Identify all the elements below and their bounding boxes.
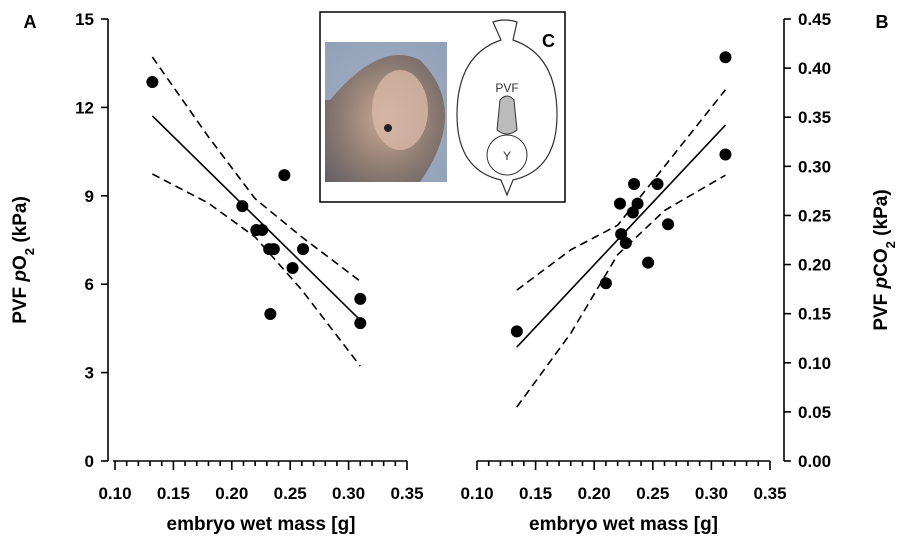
yolk-sac [486,134,528,176]
y-axis-label-part: (kPa) [10,196,31,248]
photo-eye [384,124,392,132]
y-axis-label-part: p [10,270,31,283]
y-tick-label: 0.00 [798,452,831,471]
x-tick-label: 0.30 [695,484,728,503]
photo-background [325,42,447,182]
y-tick-label: 0.20 [798,256,831,275]
data-point [278,169,291,182]
y-tick-label: 0.35 [798,108,831,127]
panel-label: C [542,31,555,51]
y-axis-label-part: p [871,277,892,290]
y-tick-label: 0.40 [798,59,831,78]
data-point [719,51,732,64]
data-point [146,76,159,89]
y-axis-label-part: O [10,255,31,270]
confidence-band-lower [516,174,726,408]
y-tick-label: 0.30 [798,157,831,176]
data-point [354,292,367,305]
y-axis-label-part: 2 [22,248,37,255]
x-tick-label: 0.10 [460,484,493,503]
x-tick-label: 0.35 [390,484,423,503]
data-point [628,178,641,191]
data-point [599,277,612,290]
y-axis-label: PVF pO2 (kPa) [10,196,37,324]
y-tick-label: 0.25 [798,206,831,225]
panel-label: B [876,12,889,32]
y-axis-label-part: (kPa) [871,189,892,241]
y-tick-label: 0.10 [798,354,831,373]
y-tick-label: 3 [85,364,94,383]
regression-line [151,115,361,321]
diagram-label: Y [503,149,511,163]
x-tick-label: 0.15 [519,484,552,503]
y-axis-label-part: 2 [883,241,898,248]
x-tick-label: 0.30 [332,484,365,503]
y-tick-label: 15 [75,10,94,29]
data-point [297,243,310,256]
confidence-band-upper [516,89,727,291]
data-point [256,223,269,236]
data-point [510,325,523,338]
x-tick-label: 0.35 [753,484,786,503]
y-tick-label: 6 [85,275,94,294]
y-axis-label-part: PVF [10,282,31,324]
y-axis-label-part: PVF [871,288,892,330]
y-axis-label-part: CO [871,248,892,277]
confidence-band-upper [151,56,361,282]
x-tick-label: 0.10 [98,484,131,503]
data-point [613,197,626,210]
data-point [286,261,299,274]
data-point [651,178,664,191]
y-tick-label: 9 [85,187,94,206]
y-tick-label: 0.15 [798,305,831,324]
inset: PVF Y C [319,11,566,203]
panel-label: A [24,12,37,32]
data-point [626,206,639,219]
x-axis-label: embryo wet mass [g] [167,514,356,535]
x-tick-label: 0.25 [274,484,307,503]
y-tick-label: 0.45 [798,10,831,29]
data-point [264,307,277,320]
x-axis-label: embryo wet mass [g] [529,514,718,535]
embryo-sketch [496,95,518,135]
egg-outline [456,19,558,197]
data-point [642,256,655,269]
x-tick-label: 0.25 [636,484,669,503]
diagram-label: PVF [495,81,518,95]
photo-embryo [372,70,428,150]
data-point [619,236,632,249]
y-tick-label: 0 [85,452,94,471]
confidence-band-lower [152,173,361,367]
data-point [631,197,644,210]
x-tick-label: 0.20 [215,484,248,503]
data-point [236,200,249,213]
data-point [267,243,280,256]
y-tick-label: 0.05 [798,403,831,422]
data-point [615,228,628,241]
data-point [662,218,675,231]
y-axis-label: PVF pCO2 (kPa) [871,189,898,330]
data-point [354,317,367,330]
x-tick-label: 0.15 [157,484,190,503]
y-tick-label: 12 [75,98,94,117]
x-tick-label: 0.20 [578,484,611,503]
data-point [719,148,732,161]
